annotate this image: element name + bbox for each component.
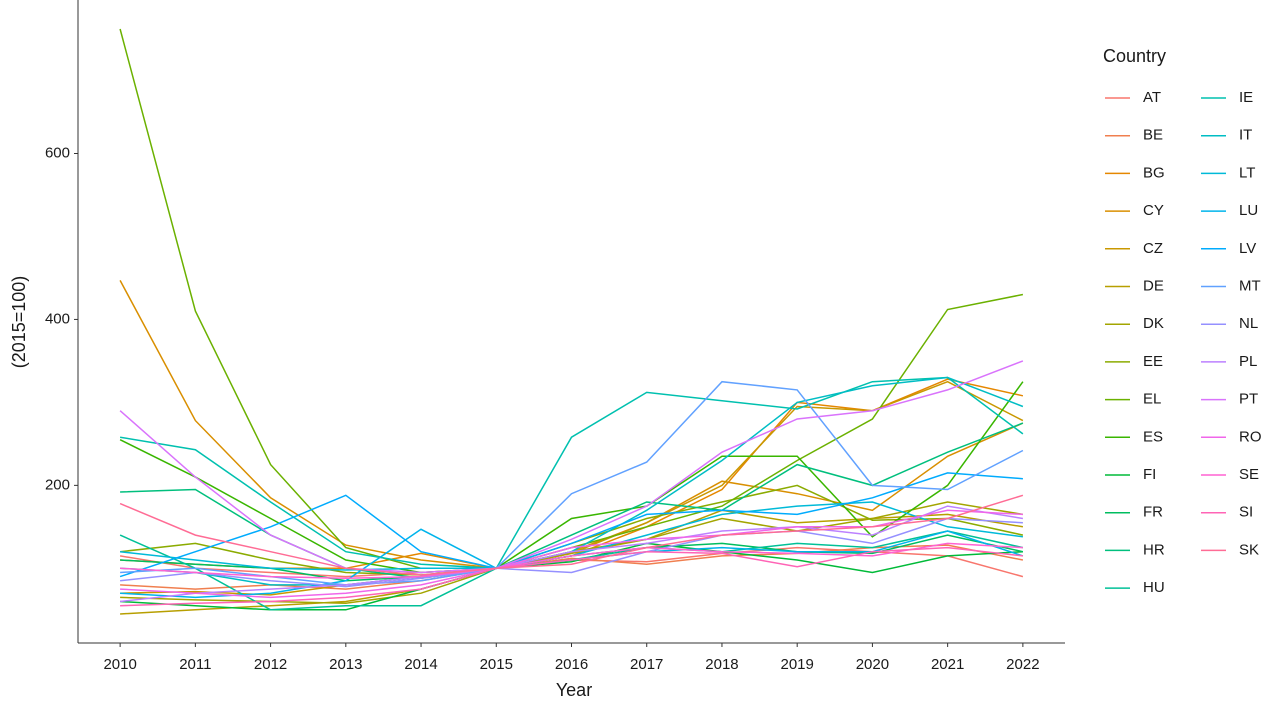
x-axis-title: Year — [556, 680, 592, 700]
series-line — [119, 28, 1024, 570]
series-line — [120, 517, 1023, 588]
x-tick-label: 2019 — [780, 656, 813, 673]
legend-label: EE — [1143, 353, 1163, 370]
series-line — [119, 381, 1024, 574]
legend-label: IT — [1239, 127, 1252, 144]
series-line — [120, 542, 1023, 580]
legend-title: Country — [1103, 46, 1166, 66]
legend-label: RO — [1239, 428, 1262, 445]
legend-label: BG — [1143, 164, 1165, 181]
legend-label: AT — [1143, 89, 1161, 106]
legend-label: DK — [1143, 315, 1164, 332]
x-tick-label: 2021 — [931, 656, 964, 673]
x-tick-label: 2011 — [179, 656, 211, 673]
x-tick-label: 2017 — [630, 656, 663, 673]
series-line — [120, 380, 1024, 596]
y-tick-label: 400 — [45, 310, 70, 327]
x-tick-label: 2020 — [856, 656, 889, 673]
legend-label: SI — [1239, 504, 1253, 521]
x-tick-label: 2015 — [480, 656, 513, 673]
series-line — [119, 360, 1024, 574]
series-line — [119, 376, 1024, 570]
legend-label: LV — [1239, 240, 1256, 257]
legend-label: CZ — [1143, 240, 1163, 257]
legend-label: BE — [1143, 127, 1163, 144]
series-line — [120, 546, 1023, 607]
x-tick-label: 2016 — [555, 656, 588, 673]
legend-label: LT — [1239, 164, 1255, 181]
legend-label: DE — [1143, 277, 1164, 294]
legend-label: IE — [1239, 89, 1253, 106]
y-tick-label: 200 — [45, 476, 70, 493]
series-line — [120, 422, 1024, 580]
legend-label: NL — [1239, 315, 1258, 332]
legend-label: ES — [1143, 428, 1163, 445]
legend-label: FI — [1143, 466, 1156, 483]
x-tick-label: 2014 — [404, 656, 437, 673]
series-line — [120, 505, 1024, 603]
legend-label: EL — [1143, 391, 1161, 408]
legend-label: MT — [1239, 277, 1261, 294]
legend-label: PT — [1239, 391, 1258, 408]
x-tick-label: 2022 — [1006, 656, 1039, 673]
x-tick-label: 2012 — [254, 656, 287, 673]
legend-label: LU — [1239, 202, 1258, 219]
legend-label: PL — [1239, 353, 1257, 370]
legend-label: FR — [1143, 504, 1163, 521]
legend-label: SK — [1239, 541, 1259, 558]
series-line — [119, 494, 1024, 576]
legend-label: CY — [1143, 202, 1164, 219]
legend-label: HR — [1143, 541, 1165, 558]
legend-label: HU — [1143, 579, 1165, 596]
y-tick-label: 600 — [45, 144, 70, 161]
legend-label: SE — [1239, 466, 1259, 483]
x-tick-label: 2013 — [329, 656, 362, 673]
x-tick-label: 2010 — [103, 656, 136, 673]
y-axis-title: (2015=100) — [9, 276, 29, 369]
x-tick-label: 2018 — [705, 656, 738, 673]
series-line — [119, 472, 1023, 578]
